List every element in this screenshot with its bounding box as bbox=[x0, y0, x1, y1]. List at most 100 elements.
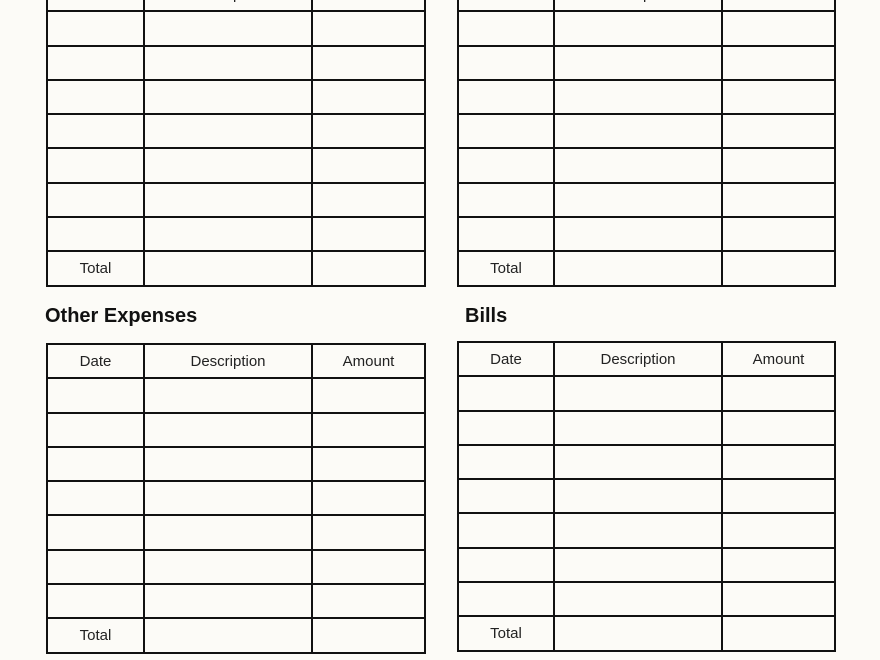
table-row-cell[interactable] bbox=[457, 216, 555, 253]
table-row-cell[interactable] bbox=[457, 581, 555, 618]
total-row-cell[interactable] bbox=[311, 250, 426, 287]
table-row-cell[interactable] bbox=[143, 216, 313, 253]
table-row-cell[interactable] bbox=[311, 548, 426, 586]
table-row bbox=[457, 147, 836, 184]
header-row-cell: Description bbox=[143, 0, 313, 13]
table-row-cell[interactable] bbox=[311, 445, 426, 483]
table-row-cell[interactable] bbox=[553, 216, 723, 253]
table-row-cell[interactable] bbox=[311, 583, 426, 620]
header-row-cell: Date bbox=[46, 342, 145, 380]
table-row-cell[interactable] bbox=[46, 514, 145, 551]
table-row-cell[interactable] bbox=[143, 514, 313, 551]
table-row-cell[interactable] bbox=[721, 409, 836, 446]
table-row-cell[interactable] bbox=[553, 546, 723, 584]
table-row bbox=[46, 216, 426, 253]
table-row-cell[interactable] bbox=[457, 546, 555, 584]
table-row bbox=[46, 113, 426, 150]
table-row-cell[interactable] bbox=[46, 548, 145, 586]
table-row-cell[interactable] bbox=[46, 583, 145, 620]
table-row-cell[interactable] bbox=[311, 181, 426, 219]
table-row-cell[interactable] bbox=[553, 443, 723, 481]
table-row-cell[interactable] bbox=[143, 113, 313, 150]
table-row-cell[interactable] bbox=[721, 147, 836, 184]
table-row-cell[interactable] bbox=[553, 10, 723, 47]
table-row-cell[interactable] bbox=[721, 443, 836, 481]
table-row-cell[interactable] bbox=[457, 443, 555, 481]
table-row-cell[interactable] bbox=[553, 375, 723, 412]
total-row-cell[interactable] bbox=[553, 250, 723, 287]
table-row-cell[interactable] bbox=[46, 216, 145, 253]
total-row-cell[interactable] bbox=[143, 250, 313, 287]
table-row-cell[interactable] bbox=[457, 181, 555, 219]
table-row-cell[interactable] bbox=[457, 78, 555, 116]
table-row-cell[interactable] bbox=[143, 377, 313, 414]
table-row-cell[interactable] bbox=[457, 113, 555, 150]
table-row-cell[interactable] bbox=[311, 147, 426, 184]
table-row-cell[interactable] bbox=[553, 147, 723, 184]
table-row-cell[interactable] bbox=[311, 411, 426, 448]
table-row-cell[interactable] bbox=[457, 375, 555, 412]
table-row-cell[interactable] bbox=[46, 44, 145, 81]
table-row-cell[interactable] bbox=[46, 445, 145, 483]
table-row-cell[interactable] bbox=[457, 147, 555, 184]
table-row-cell[interactable] bbox=[457, 478, 555, 515]
table-row-cell[interactable] bbox=[46, 181, 145, 219]
table-row-cell[interactable] bbox=[143, 181, 313, 219]
total-row-cell[interactable] bbox=[721, 250, 836, 287]
table-row-cell[interactable] bbox=[46, 377, 145, 414]
table-row-cell[interactable] bbox=[311, 78, 426, 116]
table-row-cell[interactable] bbox=[143, 548, 313, 586]
table-row-cell[interactable] bbox=[457, 409, 555, 446]
table-row-cell[interactable] bbox=[46, 480, 145, 517]
table-row-cell[interactable] bbox=[311, 10, 426, 47]
table-row-cell[interactable] bbox=[721, 10, 836, 47]
table-row-cell[interactable] bbox=[143, 147, 313, 184]
table-row-cell[interactable] bbox=[553, 409, 723, 446]
table-row-cell[interactable] bbox=[553, 478, 723, 515]
table-row-cell[interactable] bbox=[311, 514, 426, 551]
table-row-cell[interactable] bbox=[553, 181, 723, 219]
table-row-cell[interactable] bbox=[311, 44, 426, 81]
total-row: Total bbox=[46, 250, 426, 287]
table-row-cell[interactable] bbox=[721, 181, 836, 219]
total-row-cell[interactable] bbox=[143, 617, 313, 654]
table-row-cell[interactable] bbox=[457, 10, 555, 47]
total-row-cell[interactable] bbox=[311, 617, 426, 654]
table-row-cell[interactable] bbox=[143, 411, 313, 448]
table-row-cell[interactable] bbox=[143, 78, 313, 116]
table-row-cell[interactable] bbox=[46, 411, 145, 448]
table-row-cell[interactable] bbox=[721, 546, 836, 584]
table-row-cell[interactable] bbox=[553, 581, 723, 618]
table-row-cell[interactable] bbox=[721, 581, 836, 618]
table-row-cell[interactable] bbox=[143, 583, 313, 620]
table-row-cell[interactable] bbox=[311, 480, 426, 517]
table-row-cell[interactable] bbox=[721, 478, 836, 515]
table-row-cell[interactable] bbox=[311, 377, 426, 414]
table-row-cell[interactable] bbox=[143, 10, 313, 47]
table-row-cell[interactable] bbox=[553, 512, 723, 549]
header-row-cell: Amount bbox=[721, 340, 836, 378]
table-row-cell[interactable] bbox=[553, 113, 723, 150]
table-row-cell[interactable] bbox=[721, 512, 836, 549]
table-row-cell[interactable] bbox=[721, 375, 836, 412]
table-row-cell[interactable] bbox=[46, 113, 145, 150]
table-row-cell[interactable] bbox=[311, 113, 426, 150]
table-row-cell[interactable] bbox=[143, 445, 313, 483]
total-row-cell[interactable] bbox=[553, 615, 723, 652]
table-row-cell[interactable] bbox=[721, 78, 836, 116]
table-row-cell[interactable] bbox=[46, 10, 145, 47]
table-row-cell[interactable] bbox=[457, 512, 555, 549]
table-row-cell[interactable] bbox=[457, 44, 555, 81]
table-row-cell[interactable] bbox=[46, 147, 145, 184]
table-row-cell[interactable] bbox=[721, 113, 836, 150]
table-row-cell[interactable] bbox=[143, 480, 313, 517]
table-row-cell[interactable] bbox=[553, 44, 723, 81]
table-row-cell[interactable] bbox=[553, 78, 723, 116]
table-row-cell[interactable] bbox=[46, 78, 145, 116]
table-row-cell[interactable] bbox=[721, 44, 836, 81]
table-row-cell[interactable] bbox=[311, 216, 426, 253]
header-row-cell: Amount bbox=[311, 342, 426, 380]
table-row-cell[interactable] bbox=[721, 216, 836, 253]
table-row-cell[interactable] bbox=[143, 44, 313, 81]
total-row-cell[interactable] bbox=[721, 615, 836, 652]
